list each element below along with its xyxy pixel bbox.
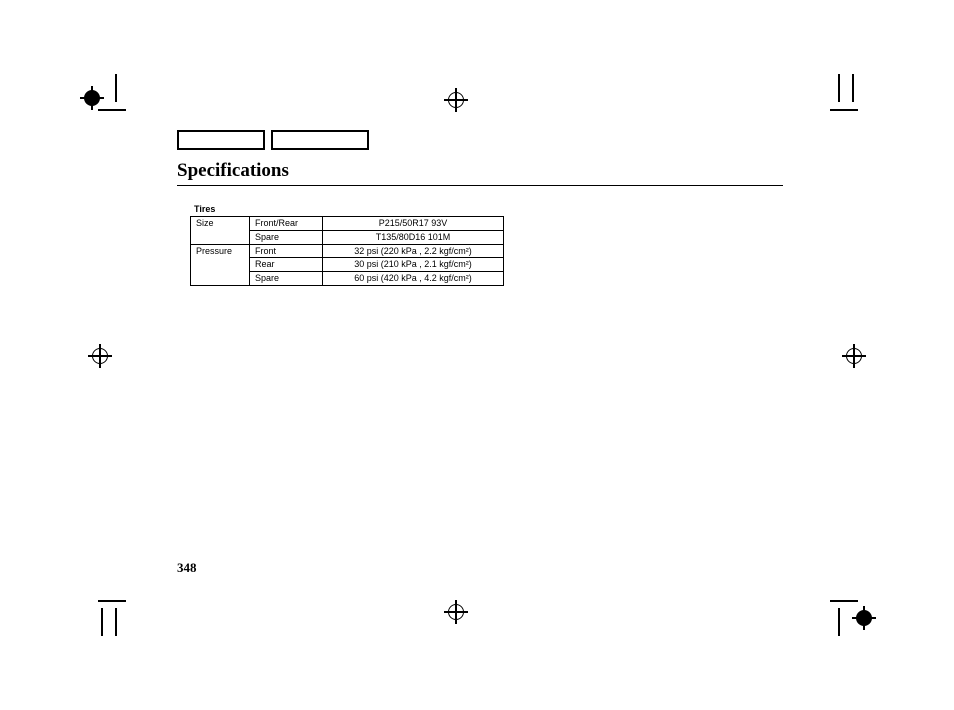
cell-value: T135/80D16 101M xyxy=(323,230,504,244)
cell-label: Front xyxy=(250,244,323,258)
table-title: Tires xyxy=(194,204,504,214)
cell-label: Pressure xyxy=(191,244,250,285)
header-tab xyxy=(271,130,369,150)
cell-label: Spare xyxy=(250,230,323,244)
cell-label: Front/Rear xyxy=(250,217,323,231)
page-title: Specifications xyxy=(177,160,289,182)
cell-value: 32 psi (220 kPa , 2.2 kgf/cm²) xyxy=(323,244,504,258)
title-rule xyxy=(177,185,783,186)
cell-value: 60 psi (420 kPa , 4.2 kgf/cm²) xyxy=(323,272,504,286)
registration-mark-icon xyxy=(80,86,104,110)
registration-mark-icon xyxy=(444,88,468,112)
table-row: Pressure Front 32 psi (220 kPa , 2.2 kgf… xyxy=(191,244,504,258)
cell-label: Spare xyxy=(250,272,323,286)
registration-mark-icon xyxy=(852,606,876,630)
cell-value: P215/50R17 93V xyxy=(323,217,504,231)
registration-mark-icon xyxy=(88,344,112,368)
header-tab xyxy=(177,130,265,150)
registration-mark-icon xyxy=(444,600,468,624)
tires-table: Tires Size Front/Rear P215/50R17 93V Spa… xyxy=(190,204,504,286)
spec-table: Size Front/Rear P215/50R17 93V Spare T13… xyxy=(190,216,504,286)
table-row: Size Front/Rear P215/50R17 93V xyxy=(191,217,504,231)
registration-mark-icon xyxy=(842,344,866,368)
page-number: 348 xyxy=(177,560,197,576)
page: Specifications Tires Size Front/Rear P21… xyxy=(0,0,954,710)
cell-label: Rear xyxy=(250,258,323,272)
cell-value: 30 psi (210 kPa , 2.1 kgf/cm²) xyxy=(323,258,504,272)
cell-label: Size xyxy=(191,217,250,245)
